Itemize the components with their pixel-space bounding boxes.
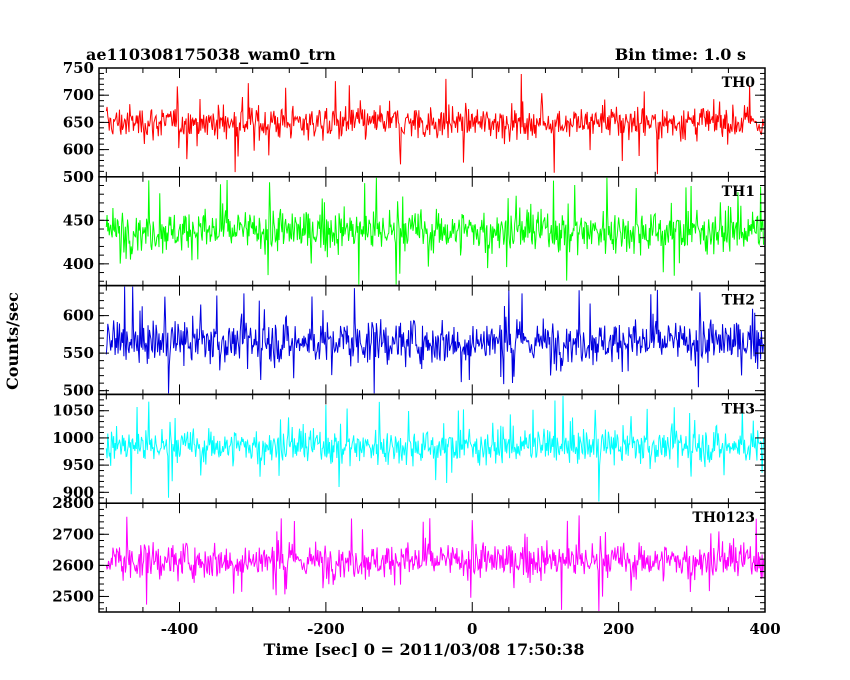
y-tick-label: 600 (63, 307, 94, 325)
panel-label-th1: TH1 (722, 184, 755, 200)
y-tick-label: 700 (63, 86, 94, 104)
y-tick-label: 600 (63, 141, 94, 159)
panel-th0123: 2500 2600 2700 2800 TH0123 (52, 494, 766, 613)
y-tick-label: 450 (63, 211, 94, 229)
y-tick-label: 2500 (52, 587, 94, 605)
series-line-th0123 (105, 515, 765, 612)
panels-group: 600 650 700 750 TH0 400 450 500 TH1 500 550 600 TH2 9… (52, 59, 780, 638)
panel-th2: 500 550 600 TH2 (63, 284, 766, 400)
bin-time-label: Bin time: 1.0 s (615, 45, 746, 64)
panel-label-th3: TH3 (722, 401, 755, 417)
y-tick-label: 750 (63, 59, 94, 77)
x-tick-label: 0 (467, 620, 477, 638)
panel-label-th2: TH2 (722, 293, 755, 309)
y-tick-label: 500 (63, 382, 94, 400)
y-tick-label: 900 (63, 483, 94, 501)
panel-th3: 900 950 1000 1050 TH3 (52, 393, 766, 504)
panel-frame (98, 502, 766, 613)
panel-label-th0: TH0 (722, 75, 756, 91)
y-tick-label: 2600 (52, 556, 94, 574)
y-tick-label: 1000 (52, 429, 94, 447)
y-tick-label: 2700 (52, 525, 94, 543)
x-tick-label: -200 (307, 620, 345, 638)
x-tick-label: 200 (603, 620, 634, 638)
y-tick-label: 2800 (52, 494, 94, 512)
x-tick-label: 400 (749, 620, 780, 638)
series-line-th1 (105, 177, 765, 285)
series-line-th3 (105, 395, 765, 502)
y-tick-label: 650 (63, 113, 94, 131)
panel-label-th0123: TH0123 (692, 510, 755, 526)
y-tick-label: 950 (63, 456, 94, 474)
x-axis-title: Time [sec] 0 = 2011/03/08 17:50:38 (264, 640, 585, 659)
chart-title: ae110308175038_wam0_trn (86, 45, 336, 64)
x-tick-label: -400 (161, 620, 199, 638)
series-line-th2 (105, 286, 765, 394)
panel-th1: 400 450 500 TH1 (63, 168, 766, 287)
y-tick-label: 1050 (52, 402, 94, 420)
panel-th0: 600 650 700 750 TH0 (63, 59, 766, 178)
y-tick-label: 550 (63, 344, 94, 362)
y-tick-label: 400 (63, 255, 94, 273)
series-line-th0 (105, 74, 765, 175)
y-tick-label: 500 (63, 168, 94, 186)
y-axis-title: Counts/sec (3, 292, 22, 390)
